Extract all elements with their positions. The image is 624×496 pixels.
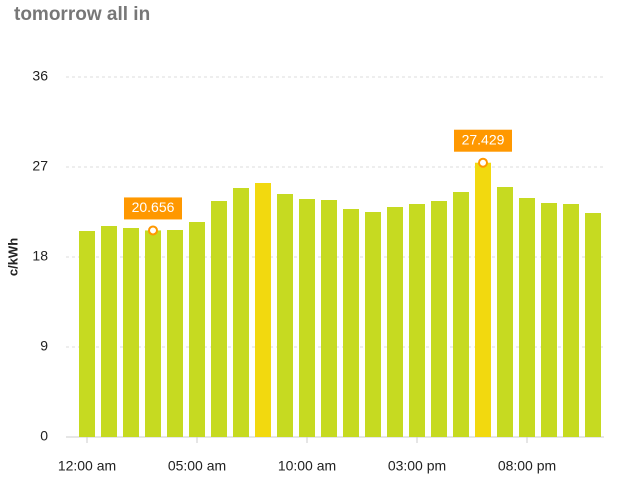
annotation-box [454,129,512,152]
bar [299,199,315,437]
bar [585,213,601,437]
bar [453,192,469,437]
bar [519,198,535,437]
annotation-box [124,197,182,220]
bar [167,230,183,437]
y-axis-label: c/kWh [5,238,20,276]
bar [475,162,491,437]
annotation-marker [478,157,488,168]
bar [101,226,117,437]
x-tick-label: 08:00 pm [498,458,556,474]
x-tick-label: 03:00 pm [388,458,446,474]
chart-title: tomorrow all in [14,4,150,25]
bar [563,204,579,437]
bar [321,200,337,437]
bar [189,222,205,437]
x-tick-label: 05:00 am [168,458,226,474]
bar [343,209,359,437]
y-tick-label: 18 [32,248,48,264]
annotation-label: 27.429 [462,131,505,147]
bar [255,183,271,437]
bar [277,194,293,437]
y-tick-label: 0 [40,428,48,444]
bar [79,231,95,437]
bar [409,204,425,437]
bar [145,230,161,437]
bar [365,212,381,437]
bar [233,188,249,437]
annotation-marker [148,225,158,236]
annotation-label: 20.656 [132,199,175,215]
bar [497,187,513,437]
bar [387,207,403,437]
y-tick-label: 9 [40,338,48,354]
bar [123,228,139,437]
bar [211,201,227,437]
x-tick-label: 12:00 am [58,458,116,474]
bar [431,201,447,437]
bar [541,203,557,437]
y-tick-label: 27 [32,158,48,174]
x-tick-label: 10:00 am [278,458,336,474]
y-tick-label: 36 [32,68,48,84]
